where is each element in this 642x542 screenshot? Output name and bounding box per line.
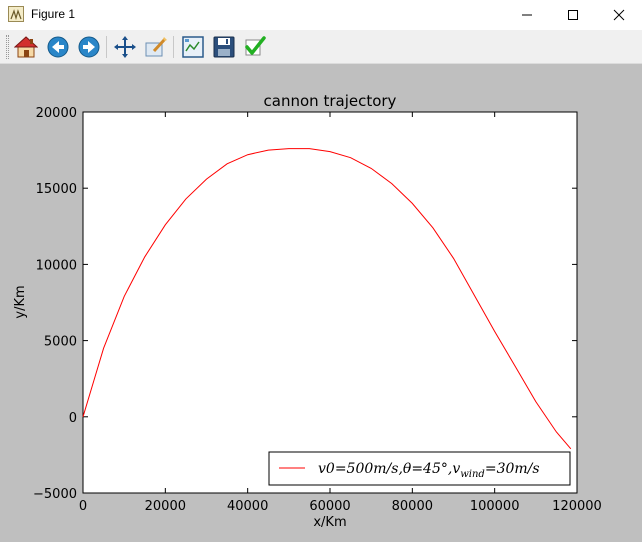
toolbar-separator	[173, 36, 174, 58]
figure-canvas[interactable]: cannon trajectory 0 20000 40000 60000 80000 1…	[0, 64, 642, 542]
back-icon	[47, 36, 69, 58]
chart-title: cannon trajectory	[264, 92, 397, 110]
x-axis-label: x/Km	[313, 515, 346, 530]
x-tick-label: 60000	[309, 499, 350, 514]
maximize-button[interactable]	[550, 0, 596, 30]
forward-button[interactable]	[76, 34, 102, 60]
legend: v0=500m/s,θ=45°,vwind=30m/s	[268, 451, 571, 486]
toolbar-grip[interactable]	[6, 35, 9, 59]
back-button[interactable]	[45, 34, 71, 60]
minimize-icon	[522, 14, 532, 16]
legend-box	[268, 451, 571, 486]
x-tick-label: 120000	[552, 499, 602, 514]
edit-parameters-button[interactable]	[242, 34, 268, 60]
series-line-trajectory	[82, 148, 572, 450]
window-titlebar: Figure 1	[0, 0, 642, 30]
minimize-button[interactable]	[504, 0, 550, 30]
close-icon	[613, 9, 625, 21]
forward-icon	[78, 36, 100, 58]
x-tick-labels: 0 20000 40000 60000 80000 100000 120000	[79, 499, 602, 514]
configure-subplots-button[interactable]	[180, 34, 206, 60]
pan-button[interactable]	[112, 34, 138, 60]
y-tick-label: 15000	[36, 182, 77, 197]
x-tick-label: 20000	[145, 499, 186, 514]
edit-parameters-icon	[245, 36, 266, 56]
zoom-button[interactable]	[143, 34, 169, 60]
window-title: Figure 1	[31, 7, 76, 21]
toolbar-separator	[106, 36, 107, 58]
x-tick-label: 0	[79, 499, 87, 514]
home-button[interactable]	[13, 34, 39, 60]
axes-frame[interactable]	[82, 111, 578, 494]
close-button[interactable]	[596, 0, 642, 30]
save-button[interactable]	[211, 34, 237, 60]
x-tick-label: 80000	[392, 499, 433, 514]
save-icon	[213, 36, 235, 58]
y-tick-label: 0	[69, 411, 77, 426]
pan-icon	[114, 36, 136, 58]
y-tick-label: 5000	[44, 335, 77, 350]
y-tick-label: −5000	[33, 487, 77, 502]
x-tick-label: 40000	[227, 499, 268, 514]
x-tick-label: 100000	[470, 499, 520, 514]
axis-ticks	[82, 111, 578, 494]
maximize-icon	[568, 10, 578, 20]
matplotlib-figure-icon	[8, 6, 24, 22]
zoom-icon	[145, 37, 167, 57]
legend-entry-label: v0=500m/s,θ=45°,vwind=30m/s	[318, 461, 540, 480]
y-tick-labels: −5000 0 5000 10000 15000 20000	[33, 106, 77, 502]
navigation-toolbar	[0, 30, 642, 64]
home-icon	[14, 36, 38, 58]
y-axis-label: y/Km	[13, 285, 28, 318]
y-tick-label: 20000	[36, 106, 77, 121]
configure-subplots-icon	[182, 36, 204, 58]
y-tick-label: 10000	[36, 258, 77, 273]
